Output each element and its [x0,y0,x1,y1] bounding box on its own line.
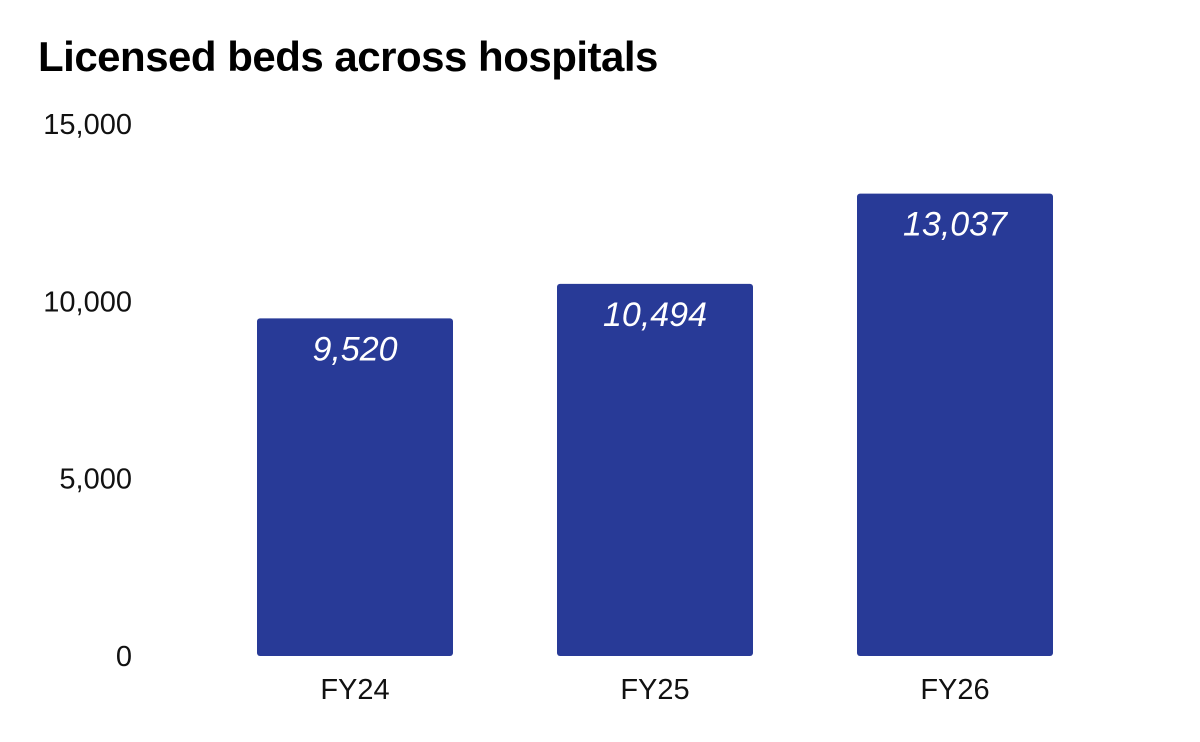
bar-fy25 [557,283,753,656]
chart-title: Licensed beds across hospitals [38,33,658,80]
y-axis: 0 5,000 10,000 15,000 [43,109,132,673]
y-tick-label: 0 [116,641,132,673]
bar-fy24 [257,318,453,656]
x-tick-label: FY24 [320,674,389,706]
bar-value-label: 9,520 [312,330,397,368]
x-axis: FY24 FY25 FY26 [320,674,989,706]
bars: 9,520 10,494 13,037 [257,193,1053,656]
bar-value-label: 10,494 [603,296,707,334]
y-tick-label: 5,000 [59,464,132,496]
x-tick-label: FY25 [620,674,689,706]
y-tick-label: 15,000 [43,109,132,141]
x-tick-label: FY26 [920,674,989,706]
bar-value-label: 13,037 [903,206,1008,244]
y-tick-label: 10,000 [43,286,132,318]
bar-fy26 [857,193,1053,656]
